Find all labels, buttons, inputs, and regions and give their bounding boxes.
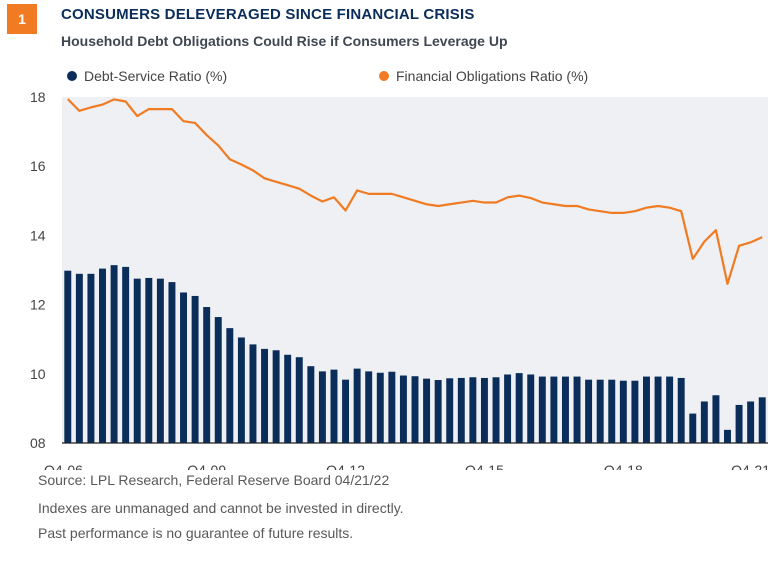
bar — [87, 273, 95, 443]
disclaimer-performance: Past performance is no guarantee of futu… — [38, 525, 354, 541]
bar — [469, 377, 477, 443]
bar — [168, 282, 176, 443]
bar — [214, 317, 222, 443]
x-tick-label: Q4-15 — [465, 462, 504, 470]
y-tick-label: 12 — [30, 297, 46, 313]
bar — [677, 377, 685, 443]
y-tick-label: 08 — [30, 435, 46, 451]
legend-marker — [379, 71, 389, 81]
bar — [550, 376, 558, 443]
bar — [608, 379, 616, 443]
financial-obligations-line — [67, 98, 763, 285]
bar — [75, 273, 83, 443]
bar — [342, 379, 350, 443]
chart-subtitle: Household Debt Obligations Could Rise if… — [61, 33, 508, 49]
bar — [434, 380, 442, 443]
bar — [480, 377, 488, 443]
x-tick-label: Q4-09 — [187, 462, 226, 470]
figure-number-badge: 1 — [7, 4, 37, 34]
bar — [724, 429, 731, 443]
bar — [388, 371, 396, 443]
bar — [457, 377, 465, 443]
bar — [515, 373, 523, 443]
bar — [295, 357, 303, 443]
bar — [758, 397, 766, 443]
bar — [203, 307, 211, 443]
bar — [700, 401, 708, 443]
bar — [133, 278, 141, 443]
y-tick-label: 10 — [30, 366, 46, 382]
bar — [411, 376, 419, 443]
bar — [353, 368, 361, 443]
bar — [527, 374, 535, 443]
bar — [110, 265, 118, 443]
bar — [376, 372, 384, 443]
legend-label: Financial Obligations Ratio (%) — [396, 68, 588, 84]
y-tick-label: 16 — [30, 158, 46, 174]
x-tick-label: Q4-12 — [326, 462, 365, 470]
legend: Debt-Service Ratio (%) Financial Obligati… — [67, 68, 588, 84]
bar — [272, 350, 280, 443]
y-tick-label: 14 — [30, 227, 46, 243]
bar — [261, 348, 269, 443]
bar — [226, 328, 234, 443]
bar — [654, 376, 662, 443]
bar — [99, 268, 106, 443]
bar — [180, 292, 187, 443]
bar — [249, 344, 257, 443]
chart-title: CONSUMERS DELEVERAGED SINCE FINANCIAL CR… — [61, 6, 475, 23]
bar — [156, 278, 164, 443]
bar — [538, 376, 546, 443]
bar — [596, 379, 604, 443]
bar — [573, 376, 581, 443]
bar — [666, 376, 674, 443]
chart: Debt-Service Ratio (%) Financial Obligati… — [30, 68, 770, 470]
bar — [689, 413, 697, 443]
x-tick-label: Q4-21 — [731, 462, 770, 470]
bar — [399, 375, 407, 443]
bar — [504, 374, 512, 443]
x-axis: Q4-06 Q4-09 Q4-12 Q4-15 Q4-18 Q4-21 — [44, 442, 770, 470]
bar — [423, 378, 431, 443]
bar — [643, 376, 650, 443]
bar — [145, 277, 153, 443]
disclaimer-indexes: Indexes are unmanaged and cannot be inve… — [38, 500, 404, 516]
source-note: Source: LPL Research, Federal Reserve Bo… — [38, 472, 390, 488]
bar — [585, 379, 593, 443]
y-axis: 08 10 12 14 16 18 — [30, 89, 46, 451]
bar — [712, 395, 720, 443]
bar — [191, 295, 199, 443]
bar — [492, 377, 500, 443]
bar — [330, 369, 338, 443]
y-tick-label: 18 — [30, 89, 46, 105]
bar — [318, 371, 326, 443]
bar — [747, 401, 755, 443]
bar — [122, 266, 130, 443]
bar — [446, 378, 454, 443]
bar — [561, 376, 569, 443]
bar — [284, 354, 292, 443]
bar — [365, 371, 373, 443]
debt-service-bars — [64, 265, 766, 443]
x-tick-label: Q4-06 — [44, 462, 83, 470]
bar — [307, 366, 315, 443]
bar — [619, 380, 627, 443]
bar — [237, 337, 245, 443]
bar — [631, 380, 639, 443]
legend-label: Debt-Service Ratio (%) — [84, 68, 227, 84]
bar — [64, 270, 72, 443]
x-tick-label: Q4-18 — [604, 462, 643, 470]
bar — [735, 404, 743, 443]
legend-marker — [67, 71, 77, 81]
